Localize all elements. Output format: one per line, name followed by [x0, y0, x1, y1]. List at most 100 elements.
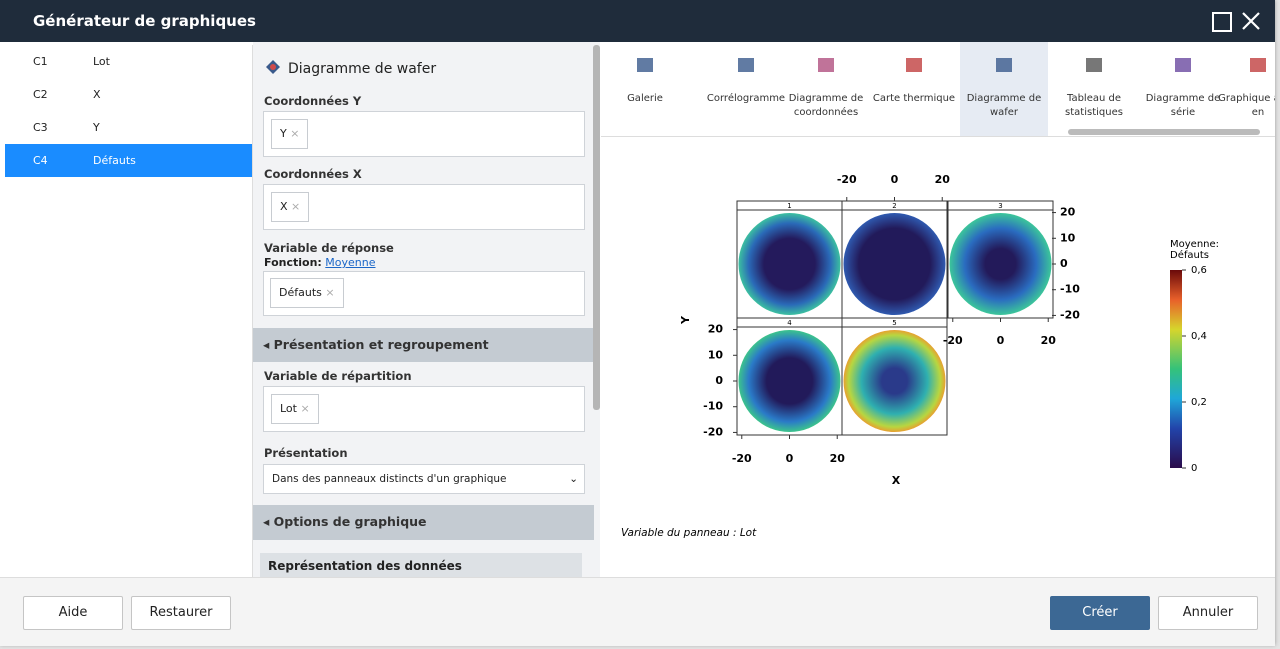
wafer: [843, 330, 946, 432]
chip-text: Lot: [280, 402, 297, 415]
colorbar-label: 0,6: [1191, 265, 1207, 276]
tick-label: 0: [997, 334, 1005, 347]
reset-button[interactable]: Restaurer: [131, 596, 231, 630]
tick-label: 20: [1041, 334, 1057, 347]
wafer: [738, 213, 841, 315]
gallery-item[interactable]: Diagramme de coordonnées: [782, 42, 870, 136]
tick-label: 10: [1060, 231, 1076, 244]
gallery-item[interactable]: Diagramme de wafer: [960, 42, 1048, 136]
gallery-item[interactable]: Corrélogramme: [702, 42, 790, 136]
chip[interactable]: Y ×: [271, 119, 309, 149]
gallery-label: Tableau de statistiques: [1065, 93, 1123, 118]
panel-label: 2: [892, 202, 896, 210]
scrollbar[interactable]: [593, 45, 600, 410]
window-title: Générateur de graphiques: [33, 12, 256, 30]
tick-label: -20: [703, 425, 723, 438]
gallery-icon: [738, 58, 754, 72]
gallery-icon: [906, 58, 922, 72]
column-id: C2: [33, 88, 48, 101]
field-label: Présentation: [264, 446, 348, 460]
title-bar: [0, 0, 1275, 42]
tick-label: 0: [1060, 257, 1068, 270]
help-button[interactable]: Aide: [23, 596, 123, 630]
tick-label: 0: [891, 173, 899, 186]
tick-label: 0: [786, 452, 794, 465]
gallery-scrollbar[interactable]: [1068, 129, 1260, 135]
section-header[interactable]: ◂ Présentation et regroupement: [253, 328, 594, 362]
tick-label: 10: [708, 348, 724, 361]
field-label: Variable de réponse: [264, 241, 394, 255]
function-row: Fonction: Moyenne: [264, 256, 376, 269]
gallery-item[interactable]: Galerie: [601, 42, 689, 136]
colorbar-label: 0: [1191, 463, 1197, 474]
wafer: [949, 213, 1052, 315]
column-row[interactable]: C2 X: [5, 78, 252, 111]
column-id: C1: [33, 55, 48, 68]
wafer: [843, 213, 946, 315]
tick-label: 0: [715, 374, 723, 387]
function-link[interactable]: Moyenne: [325, 256, 376, 269]
field-box[interactable]: [263, 111, 585, 157]
gallery-icon: [1086, 58, 1102, 72]
tick-label: -20: [837, 173, 857, 186]
field-label: Coordonnées Y: [264, 94, 362, 108]
wafer-icon: [266, 60, 280, 74]
column-name: Lot: [93, 55, 110, 68]
column-row[interactable]: C4 Défauts: [5, 144, 252, 177]
gallery-item[interactable]: Carte thermique: [870, 42, 958, 136]
section-title: Présentation et regroupement: [273, 337, 489, 352]
gallery-item[interactable]: Diagramme de série: [1139, 42, 1227, 136]
chip[interactable]: Lot ×: [271, 394, 319, 424]
function-label: Fonction:: [264, 256, 322, 269]
column-row[interactable]: C1 Lot: [5, 45, 252, 78]
chart-preview: 1 2 34 5-20-20-20000202020-20-200020201010-…: [621, 173, 1219, 539]
column-id: C3: [33, 121, 48, 134]
footnote: Variable du panneau : Lot: [621, 527, 757, 539]
tick-label: 20: [1060, 206, 1076, 219]
tick-label: 20: [708, 323, 724, 336]
colorbar-label: 0,4: [1191, 331, 1207, 342]
column-list: C1 Lot C2 X C3 Y C4 Défauts: [5, 45, 253, 577]
field-label: Variable de répartition: [264, 369, 412, 383]
tick-label: -10: [1060, 283, 1080, 296]
panel-heading: Diagramme de wafer: [288, 61, 437, 77]
panel-label: 4: [787, 319, 792, 327]
section-title: Options de graphique: [273, 514, 427, 529]
colorbar-label: 0,2: [1191, 397, 1207, 408]
panel-label: 1: [787, 202, 791, 210]
panel-label: 3: [998, 202, 1002, 210]
wafer: [738, 330, 841, 432]
gallery-item[interactable]: Tableau de statistiques: [1050, 42, 1138, 136]
column-row[interactable]: C3 Y: [5, 111, 252, 144]
tick-label: -20: [1060, 308, 1080, 321]
x-axis-label: X: [892, 474, 901, 487]
tick-label: -20: [732, 452, 752, 465]
chip[interactable]: X ×: [271, 192, 310, 222]
chip-text: Défauts: [279, 286, 322, 299]
gallery-icon: [996, 58, 1012, 72]
select[interactable]: Dans des panneaux distincts d'un graphiq…: [263, 464, 585, 494]
column-name: Y: [93, 121, 100, 134]
gallery-icon: [637, 58, 653, 72]
gallery-icon: [818, 58, 834, 72]
gallery-label: Carte thermique: [872, 93, 956, 104]
field-box[interactable]: [263, 184, 585, 230]
gallery-label: Corrélogramme: [706, 93, 786, 104]
gallery-item[interactable]: Graphique aires en: [1214, 42, 1275, 136]
gallery-label: Galerie: [627, 93, 663, 104]
legend-title: Moyenne:: [1170, 239, 1219, 250]
section-header[interactable]: ◂ Options de graphique: [253, 505, 594, 540]
chip[interactable]: Défauts ×: [270, 278, 344, 308]
close-button[interactable]: [1241, 11, 1261, 31]
legend-title: Défauts: [1170, 249, 1209, 261]
cancel-button[interactable]: Annuler: [1158, 596, 1258, 630]
chip-text: X: [280, 200, 288, 213]
create-button[interactable]: Créer: [1050, 596, 1150, 630]
chip-text: Y: [280, 127, 287, 140]
maximize-button[interactable]: [1212, 12, 1232, 32]
gallery-label: Diagramme de série: [1145, 93, 1221, 118]
column-name: X: [93, 88, 101, 101]
